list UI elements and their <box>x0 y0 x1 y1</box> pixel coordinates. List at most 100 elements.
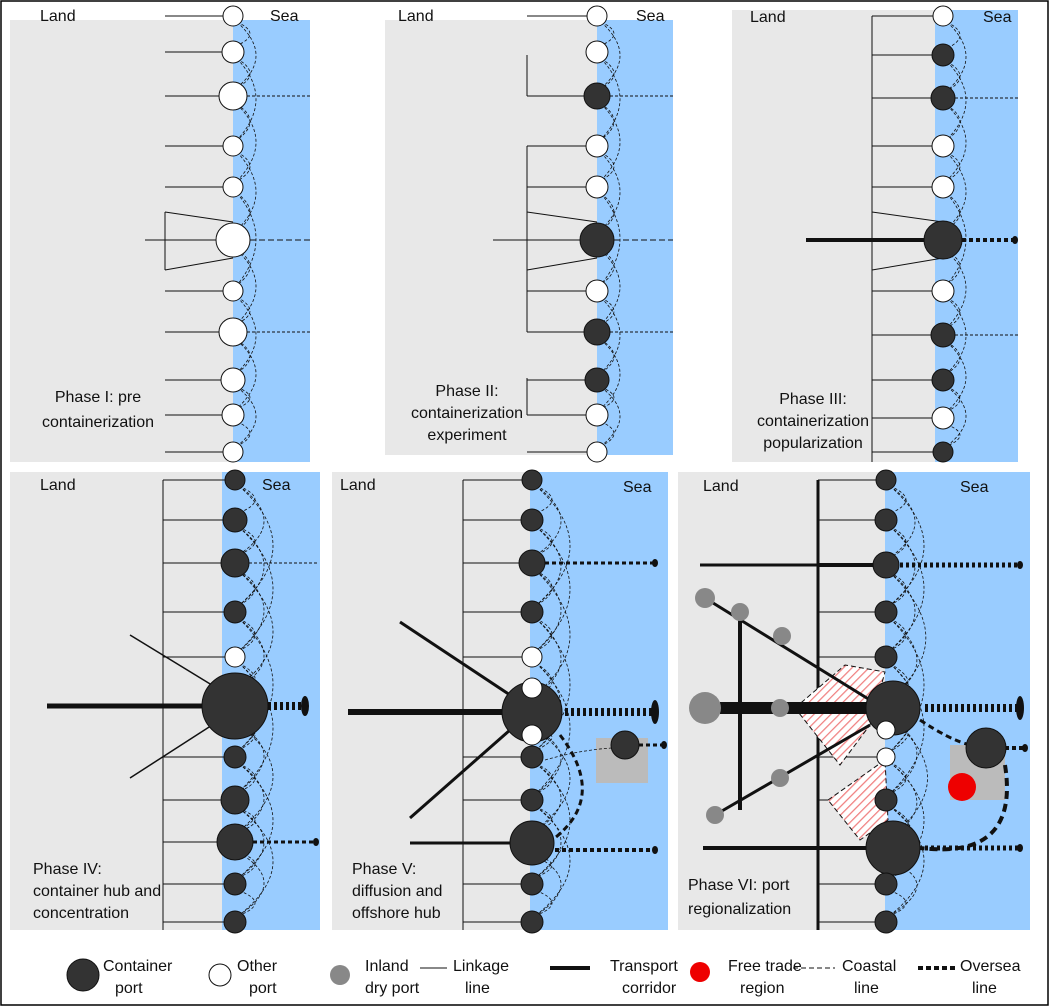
coastal-line <box>236 104 257 182</box>
port <box>215 222 251 258</box>
coastal-line <box>889 526 925 651</box>
legend-label: Inland <box>365 958 409 975</box>
phase-caption: Phase III: <box>779 391 847 408</box>
coastal-line <box>238 571 265 652</box>
linkage-line <box>871 211 944 223</box>
phase-caption: containerization <box>42 414 154 431</box>
legend-label: line <box>854 980 879 997</box>
oversea-end <box>652 559 658 567</box>
legend-label: Other <box>237 958 278 975</box>
coastal-line <box>600 249 621 325</box>
oversea-end <box>313 838 319 846</box>
linkage-line <box>164 211 234 223</box>
coastal-line <box>535 763 571 878</box>
land-label: Land <box>40 8 76 25</box>
linkage-line <box>714 723 871 817</box>
coastal-line <box>236 249 257 324</box>
coastal-line <box>238 485 274 606</box>
legend-label: line <box>972 980 997 997</box>
oversea-end <box>661 741 667 749</box>
land-label: Land <box>750 9 786 26</box>
sea-label: Sea <box>636 8 665 25</box>
coastal-line <box>535 526 562 606</box>
port <box>585 40 609 64</box>
coastal-line <box>236 192 257 286</box>
oversea-end <box>1017 561 1023 569</box>
port <box>965 727 1007 769</box>
coastal-line <box>889 618 907 651</box>
port <box>931 368 955 392</box>
port <box>583 318 611 346</box>
port <box>931 134 955 158</box>
port <box>874 508 898 532</box>
coastal-line <box>238 618 274 751</box>
land-label: Land <box>703 478 739 495</box>
inland-dry-port <box>771 699 789 717</box>
coastal-line <box>535 662 571 794</box>
phase-caption: containerization <box>757 413 869 430</box>
port <box>223 745 247 769</box>
land-label: Land <box>398 8 434 25</box>
oversea-end <box>301 696 309 716</box>
coastal-line <box>236 296 257 374</box>
coastal-line <box>946 424 961 447</box>
port <box>216 823 254 861</box>
port <box>201 672 269 740</box>
hatched-region <box>794 664 886 766</box>
coastal-line <box>535 806 562 878</box>
legend-label: Container <box>103 958 173 975</box>
port <box>585 134 609 158</box>
port <box>223 872 247 896</box>
coastal-line <box>238 852 256 878</box>
port <box>521 646 543 668</box>
phase-caption: containerization <box>411 405 523 422</box>
oversea-end <box>1022 744 1028 752</box>
coastal-line <box>236 340 251 374</box>
coastal-line <box>896 723 928 833</box>
land-area <box>385 20 597 455</box>
port <box>520 508 544 532</box>
phase-caption: offshore hub <box>352 905 441 922</box>
sea-label: Sea <box>262 477 291 494</box>
port <box>223 910 247 934</box>
coastal-line <box>238 526 265 606</box>
port <box>874 645 898 669</box>
coastal-line <box>600 152 621 231</box>
legend-label: Transport <box>610 958 678 975</box>
coastal-line <box>600 58 621 140</box>
coastal-line <box>238 763 274 878</box>
coastal-line <box>889 618 918 693</box>
coastal-line <box>889 663 909 693</box>
coastal-line <box>889 762 907 794</box>
legend-label: Oversea <box>960 958 1021 975</box>
coastal-line <box>535 618 553 652</box>
coastal-line <box>236 104 251 141</box>
coastal-line <box>889 618 925 752</box>
inland-dry-port <box>695 588 715 608</box>
coastal-line <box>889 890 907 916</box>
coastal-line <box>889 485 907 514</box>
coastal-line <box>889 572 927 693</box>
coastal-line <box>236 21 251 46</box>
linkage-line <box>399 620 511 697</box>
port <box>222 441 244 463</box>
port <box>221 40 245 64</box>
coastal-line <box>236 58 257 141</box>
sea-label: Sea <box>960 479 989 496</box>
land-area <box>10 20 233 462</box>
port <box>224 646 246 668</box>
coastal-line <box>889 572 916 651</box>
hatched-region <box>827 759 889 841</box>
coastal-line <box>535 806 571 916</box>
coastal-line <box>946 297 967 374</box>
legend-label: dry port <box>365 980 420 997</box>
port <box>222 135 244 157</box>
port <box>932 5 954 27</box>
port <box>874 910 898 934</box>
port <box>521 469 543 491</box>
legend-label: port <box>115 980 143 997</box>
linkage-line <box>129 634 221 691</box>
oversea-end <box>652 846 658 854</box>
port <box>876 747 896 767</box>
coastal-line <box>889 806 925 916</box>
